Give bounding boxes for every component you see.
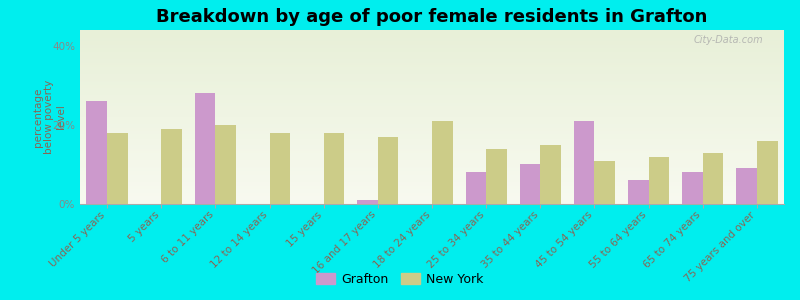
- Bar: [466, 172, 486, 204]
- Bar: [358, 200, 378, 204]
- Title: Breakdown by age of poor female residents in Grafton: Breakdown by age of poor female resident…: [156, 8, 708, 26]
- Bar: [628, 180, 649, 204]
- Bar: [574, 121, 594, 204]
- Bar: [195, 93, 215, 204]
- Bar: [86, 101, 107, 204]
- Bar: [540, 145, 561, 204]
- Bar: [736, 168, 757, 204]
- Bar: [324, 133, 344, 204]
- Bar: [378, 137, 398, 204]
- Bar: [107, 133, 128, 204]
- Bar: [432, 121, 453, 204]
- Bar: [520, 164, 540, 204]
- Text: City-Data.com: City-Data.com: [694, 35, 763, 45]
- Bar: [702, 153, 723, 204]
- Bar: [215, 125, 236, 204]
- Bar: [682, 172, 702, 204]
- Bar: [757, 141, 778, 204]
- Bar: [486, 148, 506, 204]
- Y-axis label: percentage
below poverty
level: percentage below poverty level: [33, 80, 66, 154]
- Bar: [270, 133, 290, 204]
- Bar: [162, 129, 182, 204]
- Bar: [649, 157, 669, 204]
- Legend: Grafton, New York: Grafton, New York: [311, 268, 489, 291]
- Bar: [594, 160, 615, 204]
